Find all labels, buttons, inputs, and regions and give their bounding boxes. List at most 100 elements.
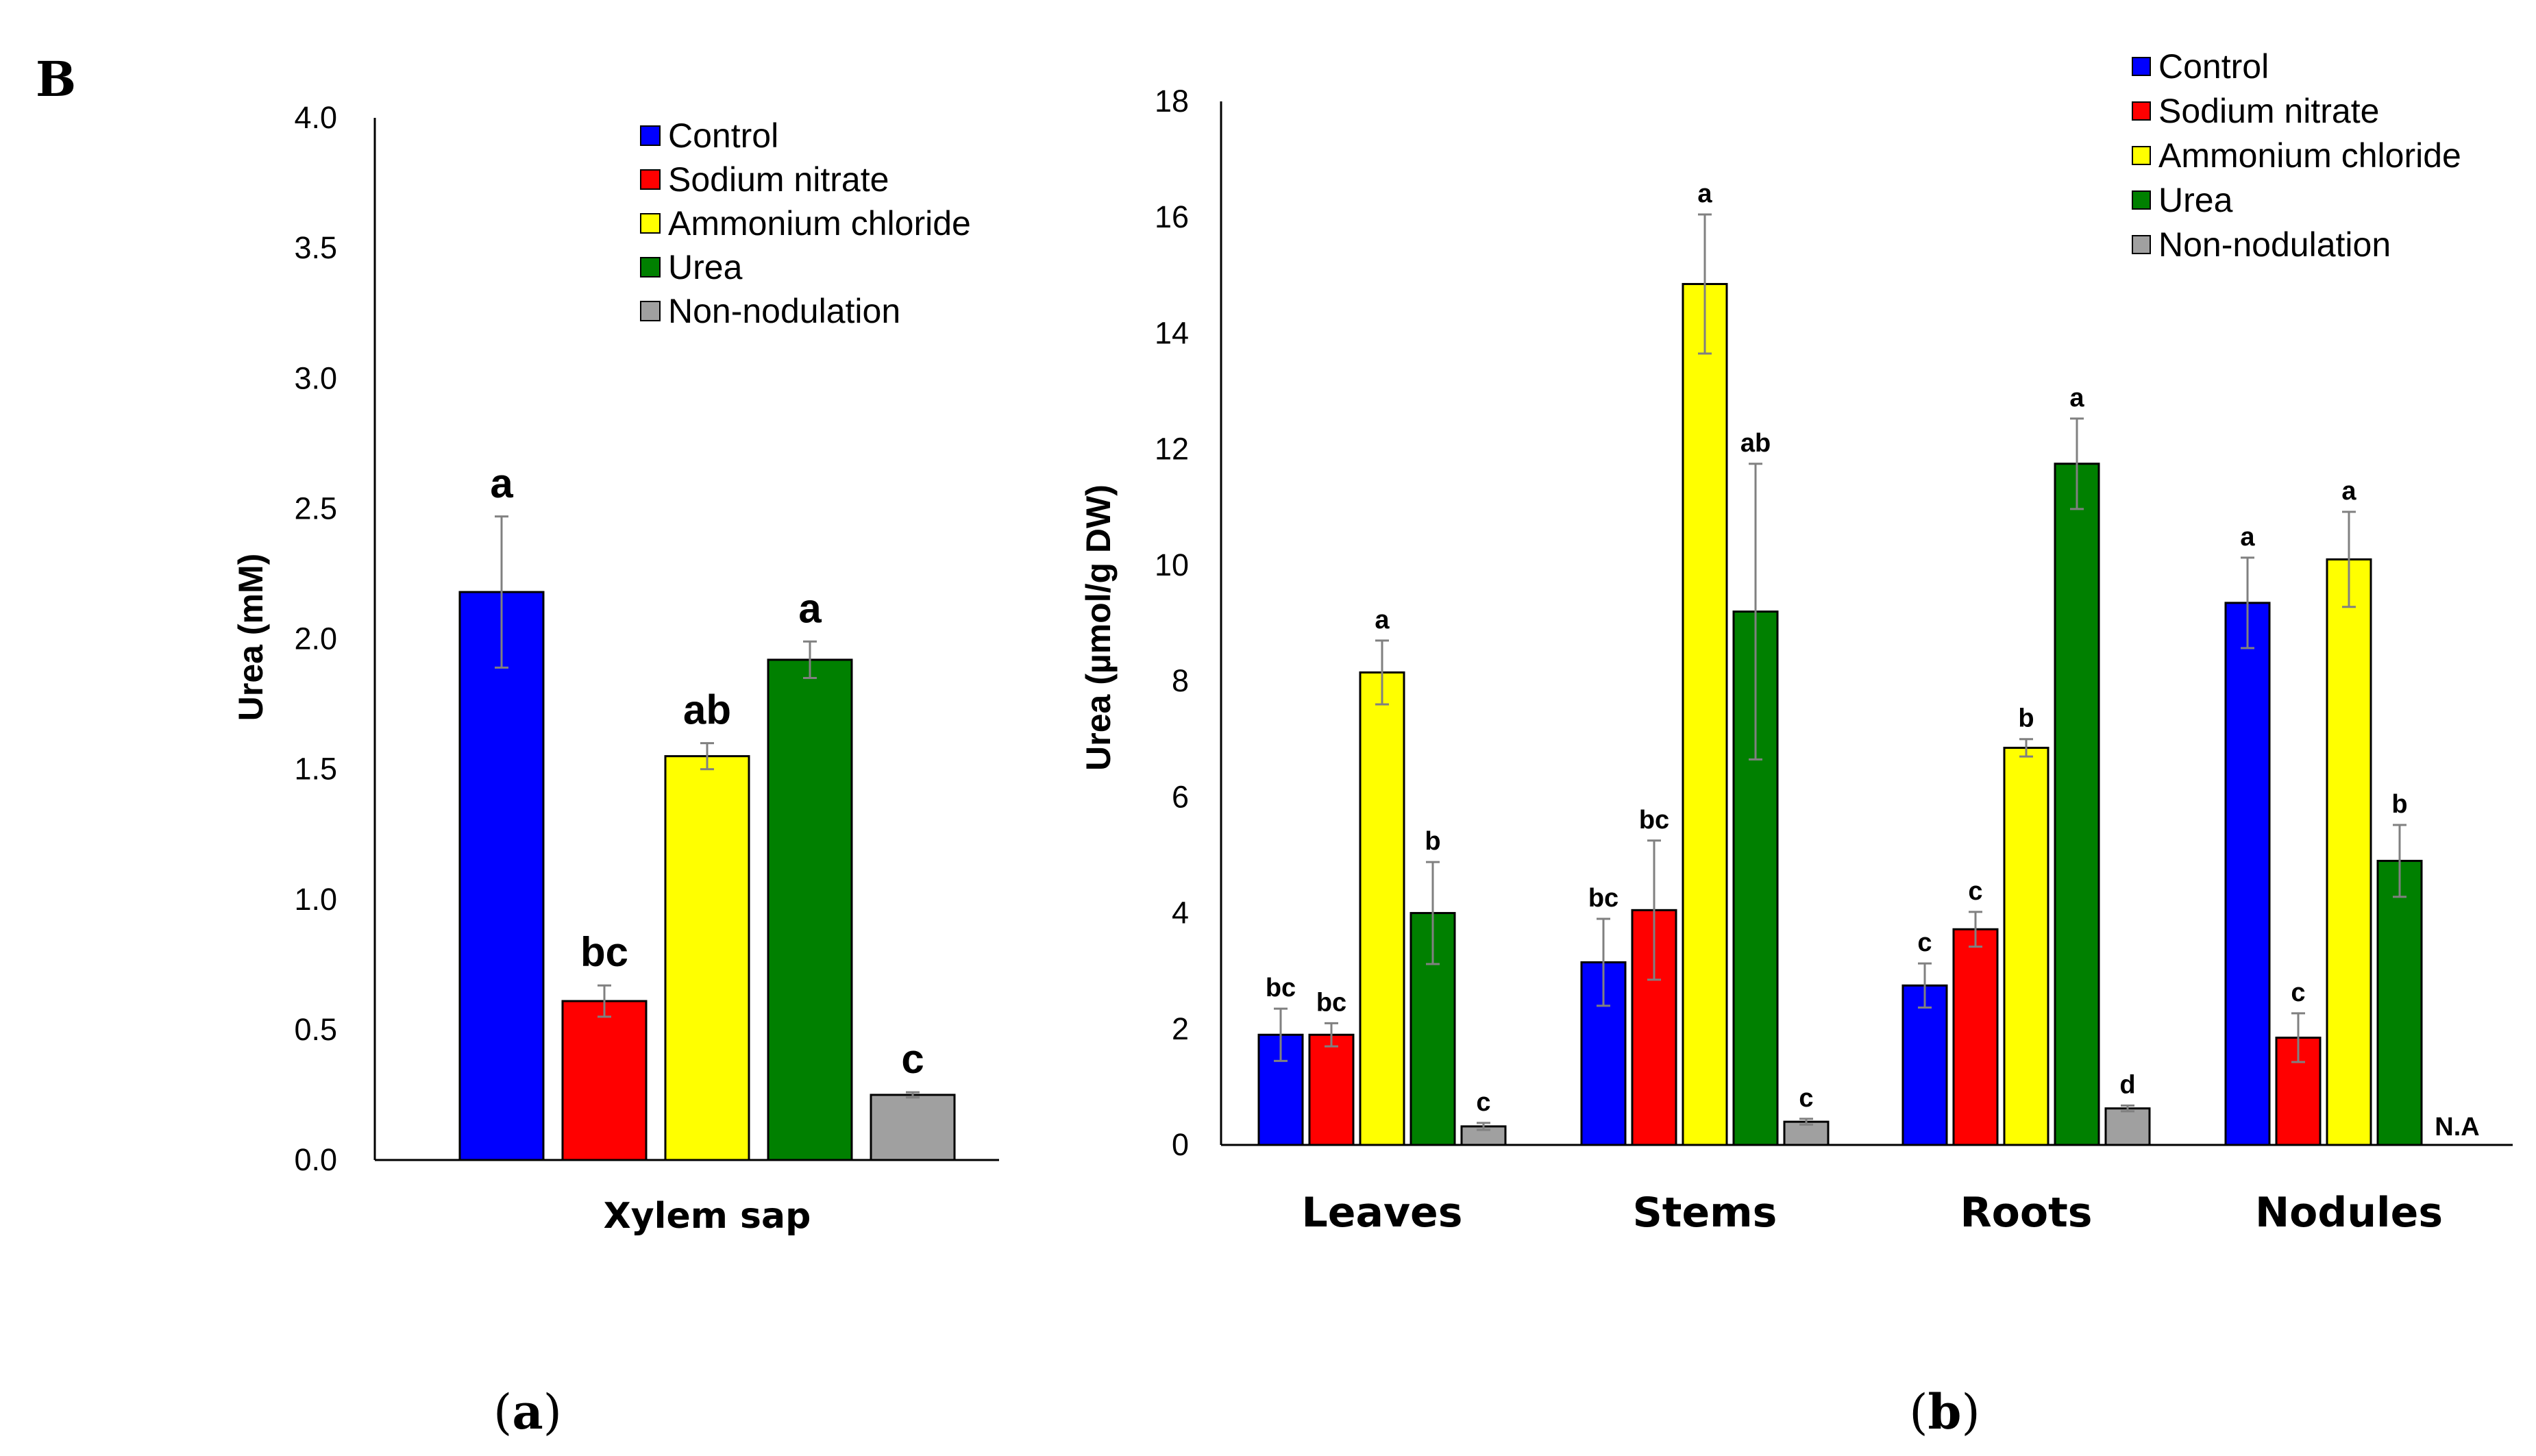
bar <box>870 1094 956 1161</box>
legend-swatch <box>640 169 661 190</box>
legend-swatch <box>2132 101 2151 121</box>
y-tick-label: 6 <box>1172 779 1189 814</box>
legend-label: Urea <box>2158 181 2233 219</box>
significance-label: ab <box>1740 429 1771 458</box>
subfigure-label-a-letter: a <box>512 1383 543 1440</box>
subfigure-label-a: (a) <box>493 1383 562 1440</box>
significance-label: c <box>1968 877 1982 906</box>
bar <box>2104 1107 2151 1146</box>
significance-label: a <box>490 460 513 506</box>
y-tick-label: 0.0 <box>294 1142 337 1177</box>
significance-label: c <box>1917 928 1932 957</box>
y-tick-label: 2.0 <box>294 621 337 656</box>
bar <box>1952 928 1999 1146</box>
y-tick-label: 3.5 <box>294 230 337 265</box>
significance-label: b <box>2391 790 2407 819</box>
legend-swatch <box>2132 146 2151 165</box>
bar <box>458 591 545 1161</box>
significance-label: d <box>2119 1070 2135 1099</box>
significance-label: c <box>1476 1088 1490 1117</box>
bar <box>1359 671 1405 1146</box>
significance-label: ab <box>683 687 731 733</box>
y-tick-label: 16 <box>1155 199 1189 234</box>
category-label: Stems <box>1633 1189 1777 1237</box>
legend-swatch <box>640 301 661 321</box>
y-tick-label: 18 <box>1155 84 1189 119</box>
chart-a-legend: Control Sodium nitrate Ammonium chloride Ur… <box>640 116 971 330</box>
y-tick-label: 8 <box>1172 663 1189 698</box>
bar <box>1682 283 1728 1146</box>
bar <box>767 658 853 1161</box>
significance-label: bc <box>1639 806 1669 835</box>
chart-a-y-label: Urea (mM) <box>232 554 270 721</box>
bar <box>2326 558 2372 1146</box>
legend-label: Urea <box>668 248 743 286</box>
bar <box>2376 859 2423 1146</box>
subfigure-label-b: (b) <box>1909 1383 1980 1440</box>
subfigure-label-b-open: ( <box>1909 1384 1928 1440</box>
chart-b-bars: LeavesbcbcabcStemsbcbcaabcRootsccbadNodu… <box>1257 180 2480 1237</box>
bar <box>2054 462 2100 1146</box>
subfigure-label-b-letter: b <box>1928 1383 1962 1440</box>
bar <box>664 755 750 1161</box>
significance-label: bc <box>1588 884 1618 913</box>
legend-label: Control <box>2158 47 2269 86</box>
bar <box>2003 746 2049 1146</box>
category-label: Nodules <box>2255 1189 2443 1237</box>
subfigure-label-a-open: ( <box>493 1384 512 1440</box>
category-label: Roots <box>1960 1189 2092 1237</box>
legend-label: Non-nodulation <box>2158 225 2391 264</box>
significance-label: b <box>2018 704 2034 733</box>
legend-label: Control <box>668 116 778 155</box>
y-tick-label: 0 <box>1172 1127 1189 1162</box>
chart-a-y-axis: 0.0 0.5 1.0 1.5 2.0 2.5 3.0 3.5 4.0 <box>294 100 999 1177</box>
legend-swatch <box>2132 190 2151 210</box>
significance-label: c <box>2291 978 2305 1007</box>
category-label: Leaves <box>1302 1189 1463 1237</box>
significance-label: c <box>901 1036 924 1082</box>
significance-label: a <box>2341 477 2356 506</box>
significance-label: bc <box>1316 988 1346 1017</box>
legend-swatch <box>2132 235 2151 254</box>
chart-b-y-label: Urea (µmol/g DW) <box>1079 484 1118 771</box>
subfigure-label-b-close: ) <box>1961 1384 1980 1440</box>
significance-label: a <box>2069 384 2084 412</box>
y-tick-label: 0.5 <box>294 1012 337 1047</box>
y-tick-label: 10 <box>1155 547 1189 582</box>
y-tick-label: 3.0 <box>294 360 337 395</box>
y-tick-label: 1.0 <box>294 882 337 917</box>
bar <box>561 1000 648 1161</box>
bar <box>1308 1033 1355 1146</box>
legend-swatch <box>2132 57 2151 76</box>
y-tick-label: 2 <box>1172 1011 1189 1046</box>
bar <box>2224 602 2271 1146</box>
legend-label: Ammonium chloride <box>668 204 971 243</box>
significance-label: c <box>1799 1084 1813 1113</box>
legend-swatch <box>640 213 661 234</box>
y-tick-label: 4 <box>1172 896 1189 930</box>
category-label: Xylem sap <box>604 1196 811 1237</box>
legend-swatch <box>640 125 661 146</box>
legend-label: Sodium nitrate <box>2158 92 2379 130</box>
chart-a-bars: Xylem sap a bc ab a c <box>458 460 956 1237</box>
chart-a: 0.00.51.01.52.02.53.03.54.0 Xylem sapabc… <box>232 100 999 1237</box>
significance-label: a <box>1697 180 1712 208</box>
y-tick-label: 14 <box>1155 315 1189 350</box>
y-tick-label: 4.0 <box>294 100 337 135</box>
bar <box>1901 984 1948 1146</box>
significance-label: bc <box>580 929 628 975</box>
na-label: N.A <box>2435 1113 2479 1142</box>
legend-swatch <box>640 257 661 277</box>
significance-label: a <box>798 585 822 631</box>
legend-label: Non-nodulation <box>668 292 900 330</box>
significance-label: a <box>1375 606 1390 634</box>
significance-label: bc <box>1266 974 1296 1002</box>
chart-b-legend: Control Sodium nitrate Ammonium chloride Ur… <box>2132 47 2461 264</box>
y-tick-label: 12 <box>1155 432 1189 467</box>
significance-label: a <box>2240 523 2255 552</box>
significance-label: b <box>1425 827 1440 856</box>
y-tick-label: 2.5 <box>294 491 337 526</box>
legend-label: Ammonium chloride <box>2158 136 2461 175</box>
